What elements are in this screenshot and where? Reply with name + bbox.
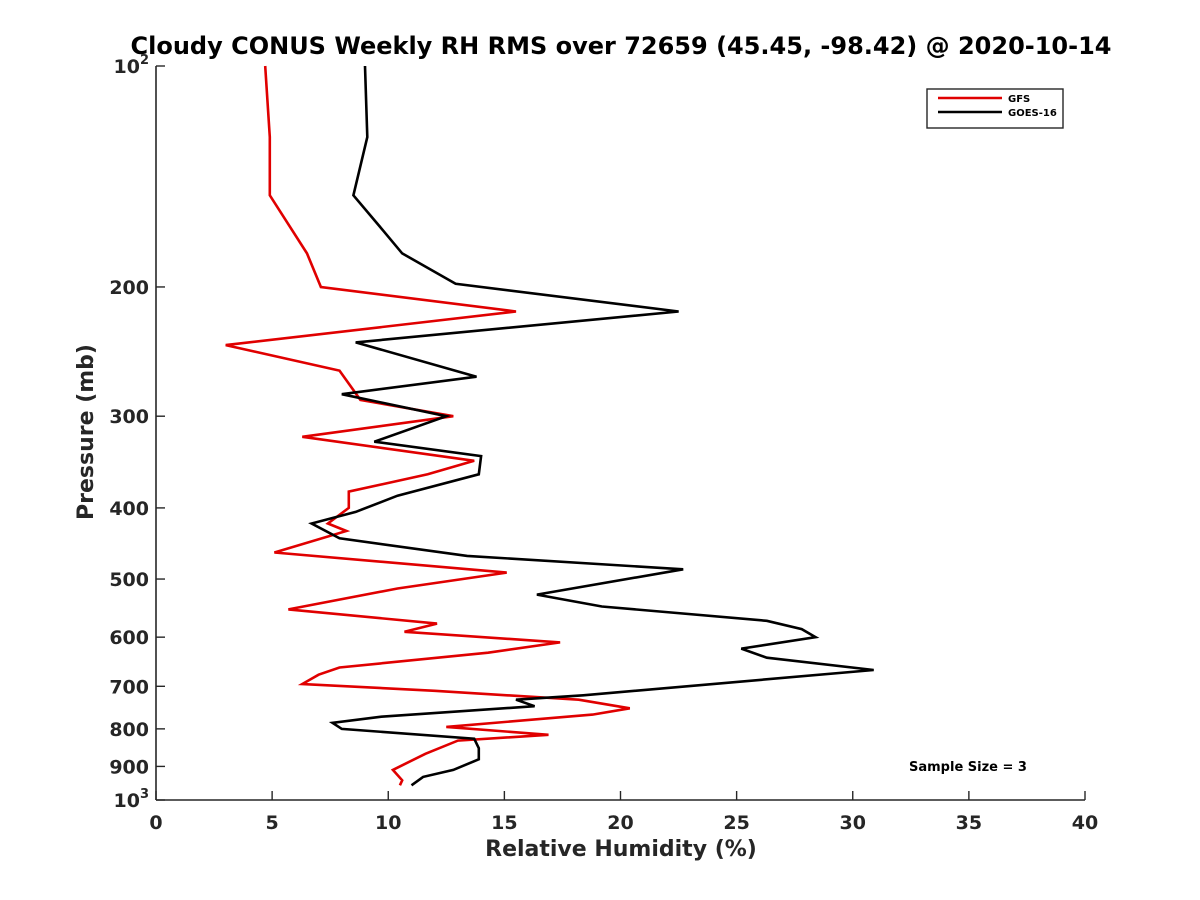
series-line-gfs	[225, 65, 631, 786]
legend: GFS GOES-16	[926, 88, 1064, 129]
x-tick-label: 0	[149, 812, 162, 834]
sample-size-annotation: Sample Size = 3	[909, 760, 1027, 775]
y-tick-label: 800	[109, 719, 149, 741]
x-tick-label: 5	[266, 812, 279, 834]
y-tick-label: 700	[109, 676, 149, 698]
chart-title: Cloudy CONUS Weekly RH RMS over 72659 (4…	[131, 32, 1112, 60]
x-tick-label: 25	[723, 812, 749, 834]
y-tick-label: 500	[109, 569, 149, 591]
legend-label-goes-16: GOES-16	[1008, 108, 1057, 119]
x-tick-label: 10	[375, 812, 401, 834]
x-tick-label: 40	[1072, 812, 1098, 834]
y-tick-label: 400	[109, 498, 149, 520]
y-tick-label: 103	[114, 787, 150, 812]
x-tick-label: 20	[607, 812, 633, 834]
x-axis-label: Relative Humidity (%)	[485, 837, 757, 862]
y-tick-label: 900	[109, 756, 149, 778]
plot-background	[156, 66, 1085, 800]
legend-label-gfs: GFS	[1008, 94, 1030, 105]
axes-layer: 0 5 10 15 20 25 30 35 40 102 200 300 400 500 600 700 800…	[109, 53, 1098, 834]
legend-box	[926, 88, 1064, 129]
y-tick-label: 600	[109, 627, 149, 649]
x-tick-label: 35	[956, 812, 982, 834]
series-line-goes-16	[308, 65, 874, 787]
y-tick-label: 200	[109, 277, 149, 299]
y-tick-label: 300	[109, 406, 149, 428]
x-tick-label: 30	[840, 812, 866, 834]
plot-area	[156, 66, 1085, 800]
y-axis-label: Pressure (mb)	[74, 344, 99, 520]
y-tick-label: 102	[114, 53, 150, 78]
x-tick-label: 15	[491, 812, 517, 834]
series-layer	[225, 65, 874, 787]
